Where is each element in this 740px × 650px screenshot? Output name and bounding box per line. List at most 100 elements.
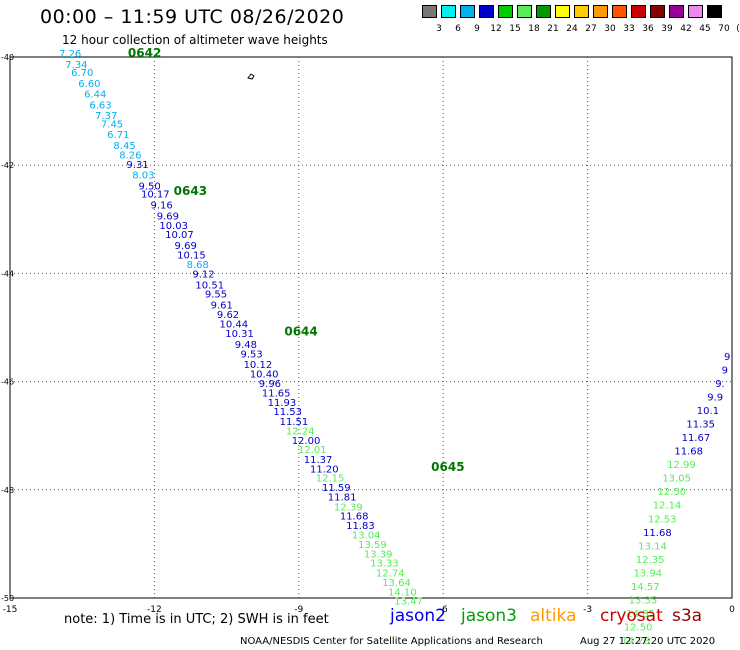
wave-height-value: 10.17 xyxy=(141,190,170,201)
lon-tick-label: -15 xyxy=(3,605,18,615)
wave-height-value: 11.67 xyxy=(682,433,711,444)
scale-label: 6 xyxy=(455,24,461,34)
scale-swatch xyxy=(574,5,589,18)
scale-swatch xyxy=(517,5,532,18)
wave-height-value: 10.07 xyxy=(165,230,194,241)
wave-height-value: 12.50 xyxy=(624,622,653,633)
wave-height-value: 7.34 xyxy=(65,60,87,71)
lat-tick-label: -50 xyxy=(1,594,14,603)
legend-jason2: jason2 xyxy=(390,606,446,626)
wave-height-value: 13.14 xyxy=(638,541,667,552)
wave-height-value: 9.69 xyxy=(157,211,179,222)
wave-height-value: 10.44 xyxy=(219,320,248,331)
scale-label: 27 xyxy=(585,24,597,34)
wave-height-value: 9.53 xyxy=(240,349,262,360)
scale-label: 70 xyxy=(718,24,730,34)
lon-tick-label: -3 xyxy=(583,605,592,615)
wave-height-value: 13.39 xyxy=(364,549,393,560)
wave-height-value: 7.37 xyxy=(95,111,117,122)
wave-height-value: 11.53 xyxy=(273,407,302,418)
scale-label: 45 xyxy=(699,24,711,34)
scale-label: 30 xyxy=(604,24,616,34)
scale-swatch xyxy=(593,5,608,18)
wave-height-value: 11.93 xyxy=(268,398,297,409)
wave-height-value: 12.39 xyxy=(334,502,363,513)
pass-time-label: 0642 xyxy=(128,46,161,60)
wave-height-value: 11.37 xyxy=(304,455,333,466)
wave-height-value: 10.40 xyxy=(250,369,279,380)
scale-label: 15 xyxy=(509,24,521,34)
legend-altika: altika xyxy=(530,606,577,626)
pass-time-label: 0643 xyxy=(174,184,207,198)
wave-height-value: 10.1 xyxy=(697,406,719,417)
wave-height-value: 13.35 xyxy=(629,595,658,606)
wave-height-value: 12.24 xyxy=(286,427,315,438)
wave-height-value: 8.45 xyxy=(113,141,135,152)
wave-height-value: 9.16 xyxy=(150,200,172,211)
wave-height-value: 13.47 xyxy=(394,596,423,607)
scale-label: 42 xyxy=(680,24,692,34)
wave-height-value: 11.83 xyxy=(346,521,375,532)
wave-height-value: 11.51 xyxy=(280,417,309,428)
lat-tick-label: -42 xyxy=(1,161,14,170)
wave-height-value: 8.26 xyxy=(119,151,141,162)
legend-jason3: jason3 xyxy=(461,606,517,626)
scale-swatch xyxy=(422,5,437,18)
wave-height-value: 6.71 xyxy=(107,130,129,141)
wave-height-value: 10.31 xyxy=(225,329,254,340)
wave-height-value: 13.33 xyxy=(370,559,399,570)
wave-height-value: 6.63 xyxy=(89,100,111,111)
map-frame xyxy=(9,56,733,599)
wave-height-value: 11.20 xyxy=(310,464,339,475)
wave-height-value: 12.35 xyxy=(636,555,665,566)
wave-height-value: 9.62 xyxy=(217,310,239,321)
lon-tick-label: -9 xyxy=(294,605,303,615)
scale-label: 36 xyxy=(642,24,654,34)
wave-height-value: 10.12 xyxy=(244,360,273,371)
scale-swatch xyxy=(612,5,627,18)
wave-height-value: 9.9 xyxy=(707,393,723,404)
scale-label: 12 xyxy=(490,24,502,34)
wave-height-value: 11.68 xyxy=(674,447,703,458)
pass-time-label: 0645 xyxy=(431,460,464,474)
wave-height-value: 13.04 xyxy=(352,530,381,541)
scale-swatch xyxy=(669,5,684,18)
wave-height-value: 8.68 xyxy=(187,260,209,271)
scale-swatch xyxy=(650,5,665,18)
scale-swatch xyxy=(555,5,570,18)
scale-label: 33 xyxy=(623,24,635,34)
wave-height-value: 8.03 xyxy=(132,171,154,182)
legend-s3a: s3a xyxy=(672,606,703,626)
wave-height-value: 10.15 xyxy=(177,250,206,261)
wave-height-value: 9.96 xyxy=(259,379,281,390)
scale-swatch xyxy=(460,5,475,18)
scale-label: 3 xyxy=(436,24,442,34)
wave-height-value: 13.94 xyxy=(633,568,662,579)
scale-label: 18 xyxy=(528,24,540,34)
scale-label: 9 xyxy=(474,24,480,34)
page-title: 00:00 – 11:59 UTC 08/26/2020 xyxy=(40,6,345,28)
wave-height-value: 12.99 xyxy=(667,460,696,471)
lon-tick-label: 0 xyxy=(729,605,735,615)
wave-height-value: 12.74 xyxy=(376,568,405,579)
lon-tick-label: -6 xyxy=(439,605,448,615)
wave-height-value: 14.28 xyxy=(621,636,650,647)
page-subtitle: 12 hour collection of altimeter wave hei… xyxy=(62,33,328,47)
scale-swatch xyxy=(536,5,551,18)
wave-height-value: 10.51 xyxy=(195,281,224,292)
wave-height-value: 9.50 xyxy=(138,182,160,193)
wave-height-value: 13.64 xyxy=(382,578,411,589)
wave-height-value: 11.68 xyxy=(340,512,369,523)
lat-tick-label: -44 xyxy=(1,269,14,278)
wave-height-value: 13.59 xyxy=(358,540,387,551)
scale-swatch xyxy=(631,5,646,18)
scale-swatch xyxy=(441,5,456,18)
wave-height-value: 11.68 xyxy=(643,528,672,539)
wave-height-value: 12.00 xyxy=(292,436,321,447)
wave-height-value: 12.53 xyxy=(648,514,677,525)
wave-height-value: 12.50 xyxy=(658,487,687,498)
scale-swatch xyxy=(688,5,703,18)
scale-label: 21 xyxy=(547,24,559,34)
